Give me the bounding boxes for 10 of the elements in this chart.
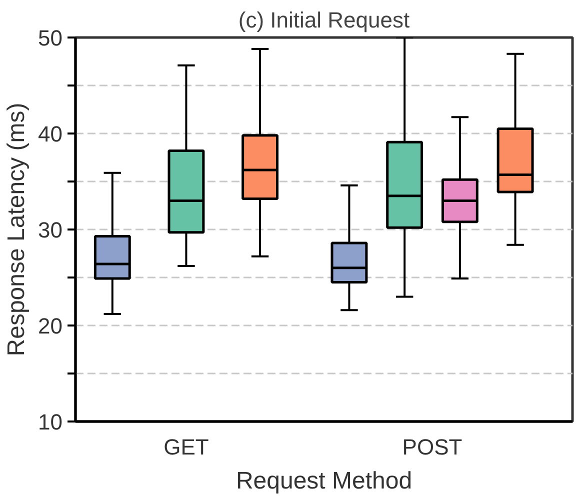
y-tick-label: 20	[38, 314, 63, 338]
y-axis-title: Response Latency (ms)	[3, 102, 30, 356]
y-tick-label: 30	[38, 218, 63, 242]
x-axis-title: Request Method	[236, 468, 412, 494]
x-tick-label: GET	[164, 434, 209, 460]
y-tick-label: 50	[38, 26, 63, 50]
x-tick-label: POST	[402, 434, 462, 460]
y-tick-label: 10	[38, 410, 63, 434]
y-tick-label: 40	[38, 122, 63, 146]
chart-title: (c) Initial Request	[238, 8, 410, 32]
